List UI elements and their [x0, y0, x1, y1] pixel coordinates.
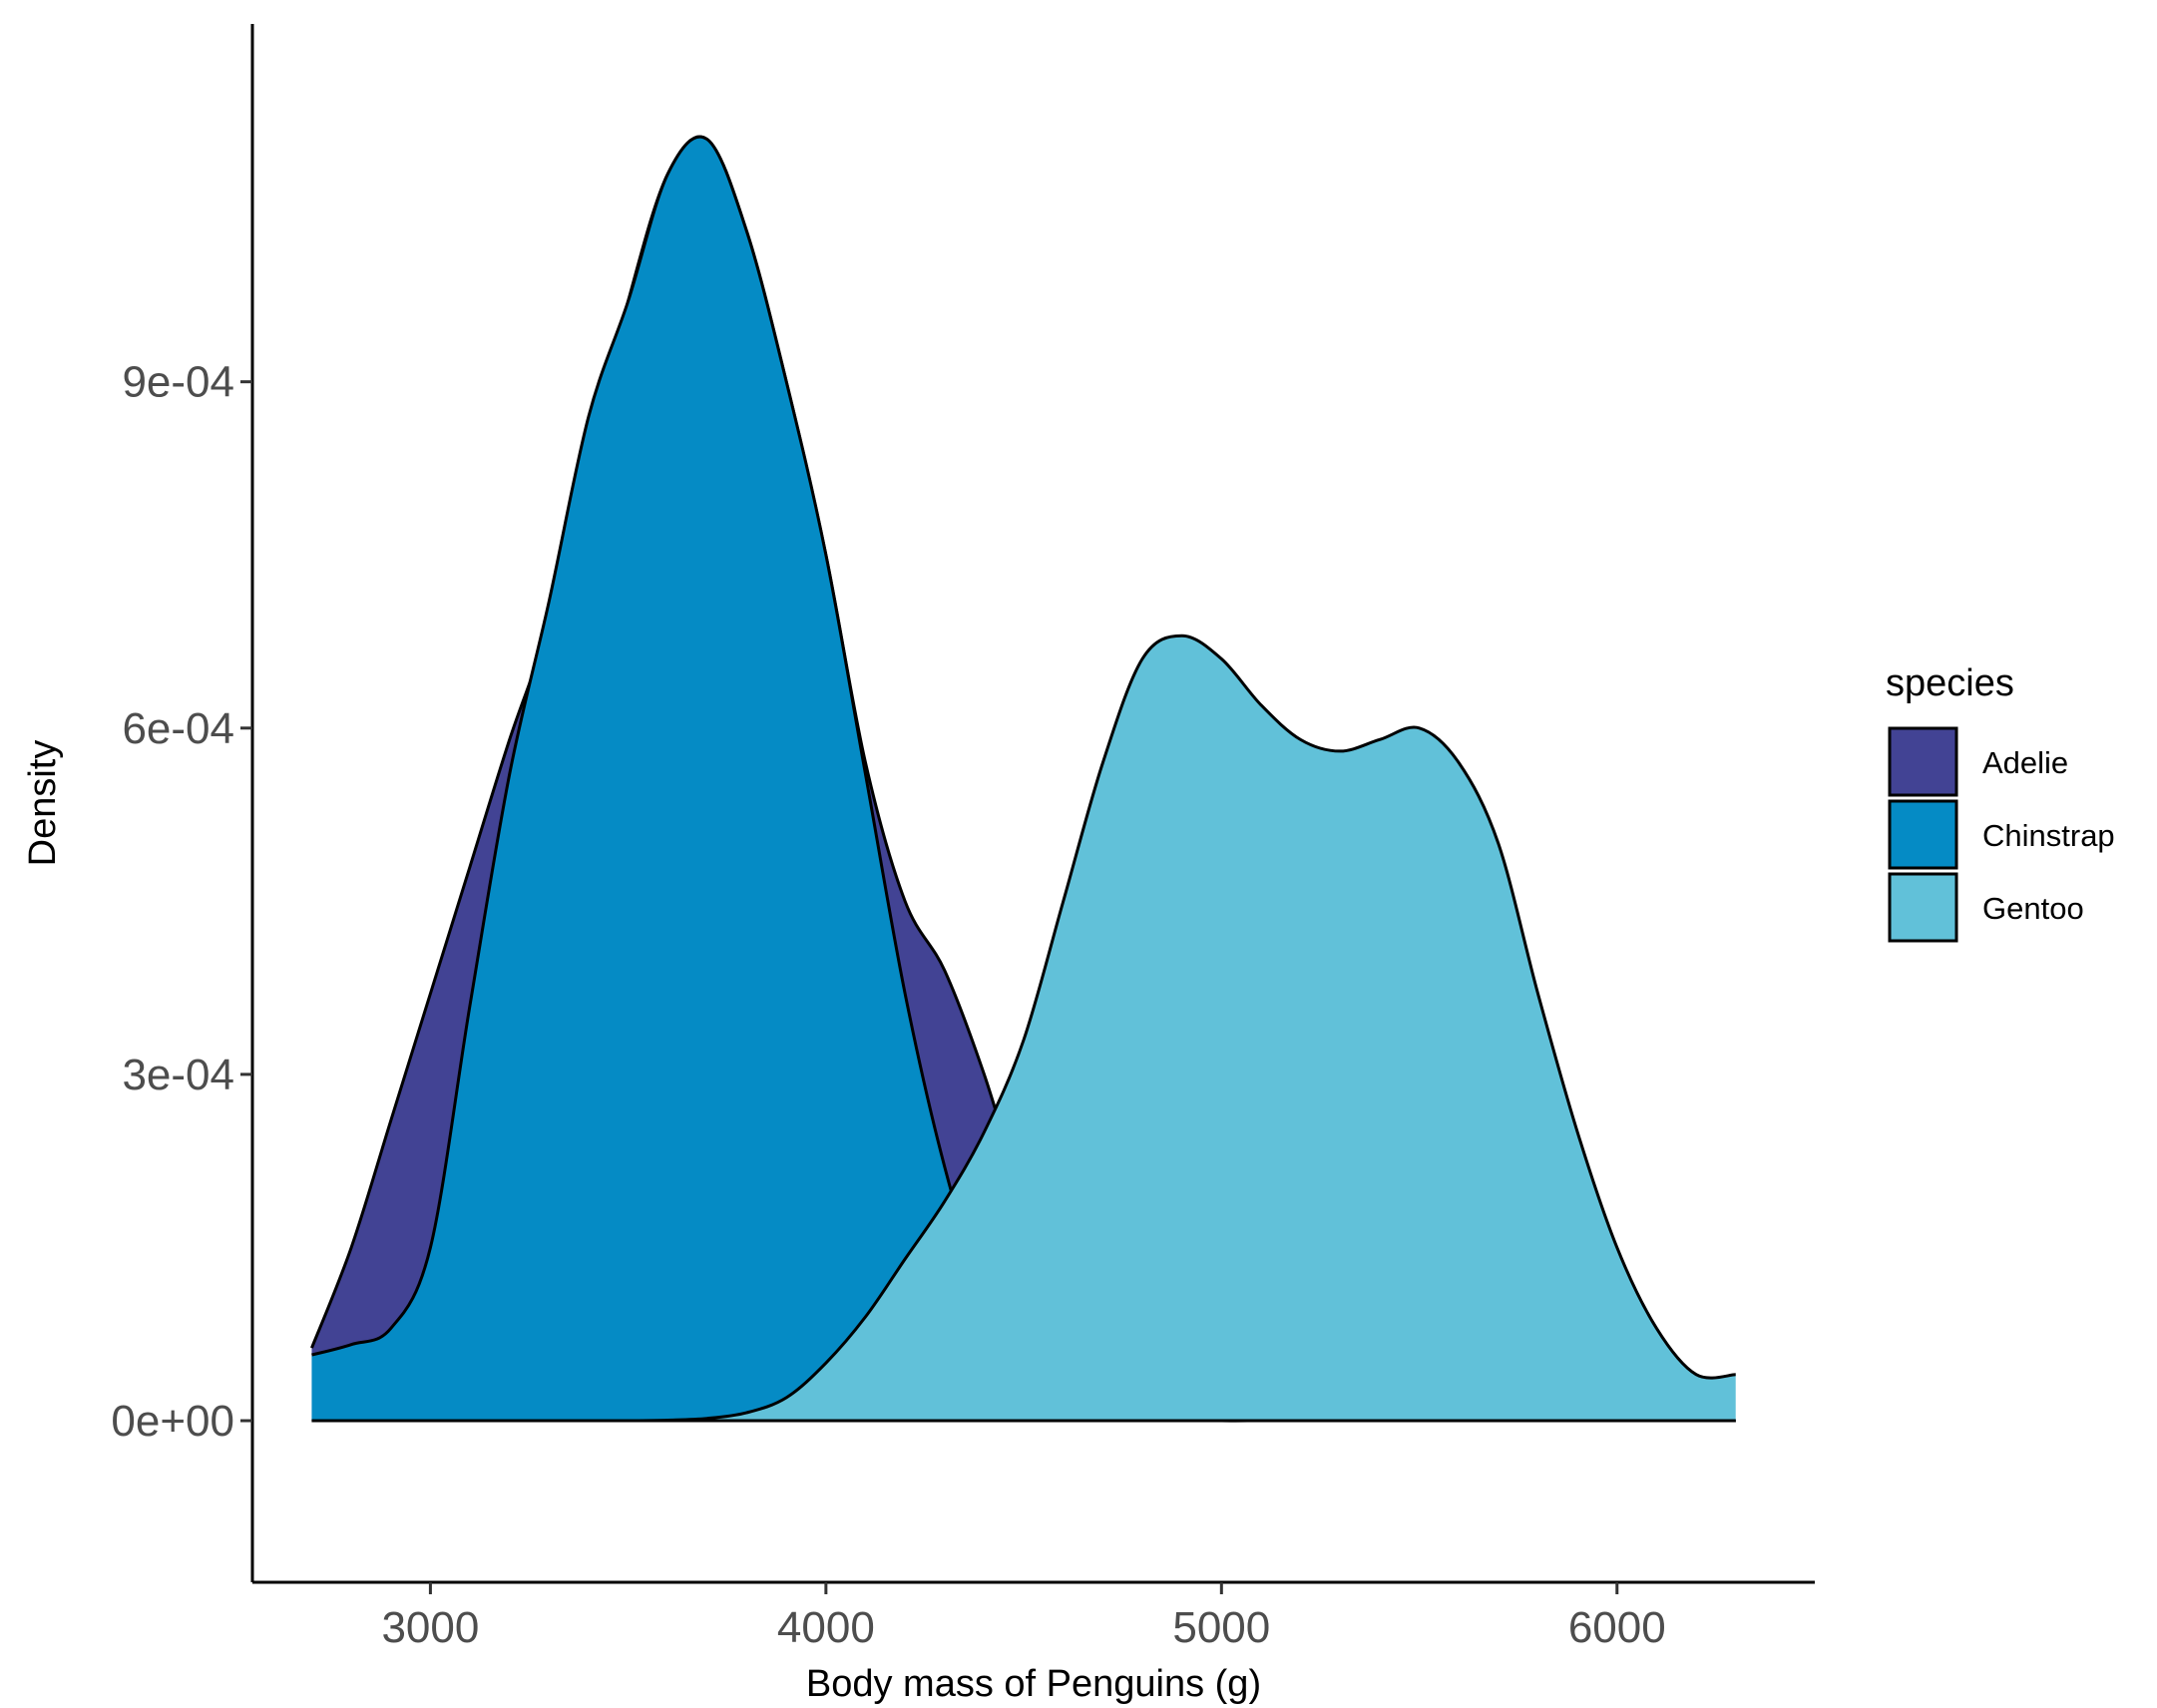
y-tick-label: 0e+00 — [111, 1397, 234, 1446]
legend-swatch-chinstrap — [1888, 799, 1958, 870]
legend-label-gentoo: Gentoo — [1982, 891, 2084, 926]
density-layer — [310, 135, 1736, 1423]
density-area-chinstrap — [311, 137, 1736, 1422]
legend-items: Adelie Chinstrap Gentoo — [1888, 726, 2115, 943]
legend-swatch-gentoo — [1888, 872, 1958, 943]
legend-title: species — [1886, 662, 2014, 704]
legend-label-adelie: Adelie — [1982, 745, 2068, 780]
legend: species Adelie Chinstrap Gentoo — [1886, 662, 2115, 943]
density-outline-gentoo — [311, 634, 1736, 1423]
x-tick-label: 4000 — [777, 1603, 875, 1652]
x-axis-title: Body mass of Penguins (g) — [806, 1663, 1261, 1705]
legend-label-chinstrap: Chinstrap — [1982, 818, 2115, 853]
y-tick-label: 3e-04 — [122, 1051, 234, 1099]
y-axis-title: Density — [22, 740, 64, 867]
plot-area: 3000 4000 5000 6000 0e+00 3e-04 6e-04 9e-04 — [111, 24, 1815, 1652]
x-tick-label: 6000 — [1568, 1603, 1666, 1652]
y-tick-label: 6e-04 — [122, 704, 234, 753]
y-axis-ticks: 0e+00 3e-04 6e-04 9e-04 — [111, 358, 252, 1446]
x-axis-ticks: 3000 4000 5000 6000 — [381, 1582, 1666, 1652]
y-tick-label: 9e-04 — [122, 358, 234, 407]
x-tick-label: 3000 — [381, 1603, 479, 1652]
legend-swatch-adelie — [1888, 726, 1958, 797]
density-area-gentoo — [311, 636, 1736, 1422]
x-tick-label: 5000 — [1172, 1603, 1270, 1652]
